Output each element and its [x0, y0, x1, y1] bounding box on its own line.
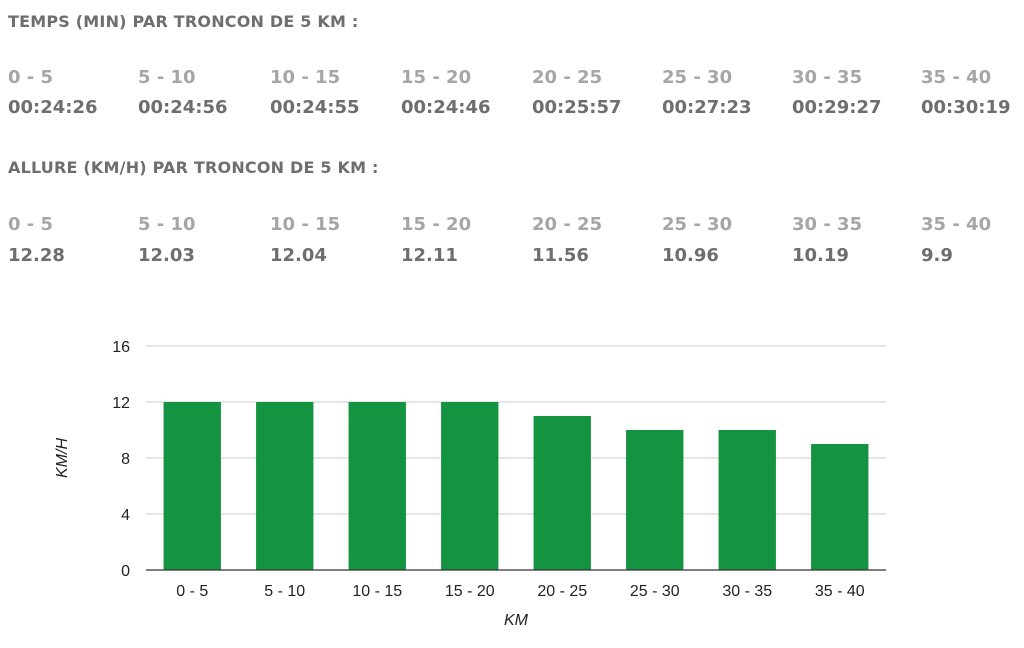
pace-range-label: 0 - 5: [8, 214, 54, 235]
bar: [811, 444, 869, 570]
time-section-title: TEMPS (MIN) PAR TRONCON DE 5 KM :: [8, 12, 359, 31]
time-value: 00:24:46: [401, 97, 491, 118]
pace-range-label: 20 - 25: [532, 214, 603, 235]
pace-range-label: 35 - 40: [921, 214, 992, 235]
time-range-label: 30 - 35: [792, 67, 863, 88]
time-ranges-row: 0 - 5 5 - 10 10 - 15 15 - 20 20 - 25 25 …: [0, 67, 1024, 91]
y-tick-label: 0: [121, 563, 130, 580]
y-tick-label: 8: [121, 451, 130, 468]
x-tick-label: 35 - 40: [815, 583, 865, 600]
x-axis-title: KM: [504, 612, 529, 629]
y-axis-title: KM/H: [54, 438, 71, 478]
time-value: 00:29:27: [792, 97, 882, 118]
bar: [718, 430, 776, 570]
x-tick-label: 5 - 10: [264, 583, 305, 600]
pace-value: 10.96: [662, 245, 719, 266]
pace-range-label: 5 - 10: [138, 214, 196, 235]
time-value: 00:24:26: [8, 97, 98, 118]
chart-axes: 0 4 8 12 16 0 - 5 5 - 10 10 - 15 15 - 20 20 - 25 2…: [112, 339, 886, 600]
y-tick-label: 12: [112, 395, 130, 412]
x-tick-label: 30 - 35: [722, 583, 772, 600]
pace-range-label: 25 - 30: [662, 214, 733, 235]
time-range-label: 0 - 5: [8, 67, 54, 88]
time-range-label: 35 - 40: [921, 67, 992, 88]
pace-range-label: 30 - 35: [792, 214, 863, 235]
bar: [163, 402, 221, 570]
pace-value: 10.19: [792, 245, 849, 266]
pace-value: 12.03: [138, 245, 195, 266]
bar: [441, 402, 499, 570]
time-range-label: 25 - 30: [662, 67, 733, 88]
pace-value: 9.9: [921, 245, 953, 266]
x-tick-label: 25 - 30: [630, 583, 680, 600]
chart-bars: [163, 402, 869, 570]
time-value: 00:24:55: [270, 97, 360, 118]
time-range-label: 10 - 15: [270, 67, 341, 88]
time-range-label: 5 - 10: [138, 67, 196, 88]
x-tick-label: 15 - 20: [445, 583, 495, 600]
bar: [533, 416, 591, 570]
pace-range-label: 10 - 15: [270, 214, 341, 235]
pace-value: 12.04: [270, 245, 327, 266]
time-value: 00:30:19: [921, 97, 1011, 118]
pace-ranges-row: 0 - 5 5 - 10 10 - 15 15 - 20 20 - 25 25 …: [0, 214, 1024, 238]
pace-range-label: 15 - 20: [401, 214, 472, 235]
x-tick-label: 0 - 5: [176, 583, 208, 600]
time-range-label: 15 - 20: [401, 67, 472, 88]
pace-section-title: ALLURE (KM/H) PAR TRONCON DE 5 KM :: [8, 158, 379, 177]
y-tick-label: 4: [121, 507, 130, 524]
x-tick-label: 10 - 15: [352, 583, 402, 600]
bar: [348, 402, 406, 570]
time-value: 00:27:23: [662, 97, 752, 118]
time-range-label: 20 - 25: [532, 67, 603, 88]
bar: [626, 430, 684, 570]
pace-bar-chart: 0 4 8 12 16 0 - 5 5 - 10 10 - 15 15 - 20 20 - 25 2…: [54, 339, 886, 629]
time-value: 00:24:56: [138, 97, 228, 118]
y-tick-label: 16: [112, 339, 130, 356]
bar: [256, 402, 314, 570]
pace-value: 12.28: [8, 245, 65, 266]
pace-value: 11.56: [532, 245, 589, 266]
pace-values-row: 12.28 12.03 12.04 12.11 11.56 10.96 10.1…: [0, 245, 1024, 269]
x-tick-label: 20 - 25: [537, 583, 587, 600]
time-value: 00:25:57: [532, 97, 622, 118]
time-values-row: 00:24:26 00:24:56 00:24:55 00:24:46 00:2…: [0, 97, 1024, 121]
pace-value: 12.11: [401, 245, 458, 266]
